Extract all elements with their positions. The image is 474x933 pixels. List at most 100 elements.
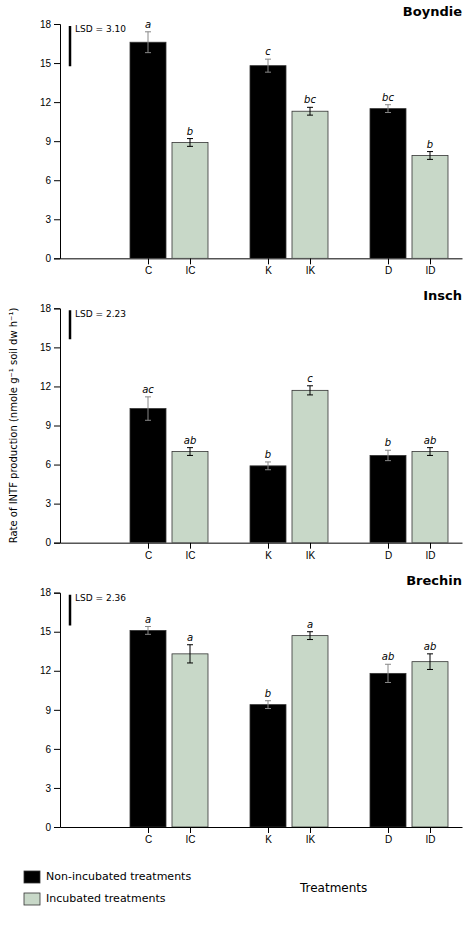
x-tick-mark (148, 827, 149, 833)
y-tick: 18 (40, 587, 60, 598)
bar (370, 673, 406, 827)
legend-swatch (24, 871, 40, 883)
x-tick-mark (310, 258, 311, 264)
x-tick-mark (268, 543, 269, 549)
legend: Non-incubated treatmentsIncubated treatm… (24, 870, 191, 905)
x-tick-label: D (385, 550, 392, 561)
y-tick-label: 0 (45, 822, 51, 833)
bar (172, 654, 208, 827)
y-tick: 18 (40, 303, 60, 314)
annotation: ac (142, 384, 154, 395)
x-tick: K (265, 543, 272, 561)
panel: 0369121518CICKIKDIDLSD = 2.36aabaababBre… (40, 573, 463, 845)
y-tick-mark (54, 258, 60, 259)
y-tick-label: 15 (40, 626, 52, 637)
bar (370, 109, 406, 259)
x-tick: IK (306, 258, 316, 276)
chart: 0369121518CICKIKDIDLSD = 3.10abcbcbcbBoy… (0, 0, 474, 933)
panel: 0369121518CICKIKDIDLSD = 3.10abcbcbcbBoy… (40, 4, 463, 276)
bar (292, 111, 328, 258)
bar (172, 452, 208, 543)
x-tick: ID (426, 258, 436, 276)
y-tick: 12 (40, 97, 60, 108)
y-tick-label: 6 (45, 459, 51, 470)
error-bar (187, 645, 193, 663)
x-tick-label: IK (306, 265, 316, 276)
y-tick-mark (54, 386, 60, 387)
annotation: c (265, 46, 271, 57)
annotation: a (307, 619, 313, 630)
y-tick: 9 (45, 136, 60, 147)
bar (130, 42, 166, 258)
error-bar (187, 448, 193, 456)
lsd-label: LSD = 3.10 (75, 24, 126, 34)
y-tick-label: 18 (40, 587, 52, 598)
y-tick-mark (54, 593, 60, 594)
error-bar (385, 664, 391, 682)
panel: 0369121518CICKIKDIDLSD = 2.23acabbcbabIn… (8, 288, 463, 560)
error-bar (265, 462, 271, 470)
bar (250, 705, 286, 827)
y-tick: 6 (45, 175, 60, 186)
annotation: ab (184, 435, 196, 446)
error-bar (265, 59, 271, 72)
y-tick-mark (54, 671, 60, 672)
error-bar (385, 450, 391, 460)
y-tick: 3 (45, 498, 60, 509)
y-tick: 15 (40, 626, 60, 637)
bar (412, 155, 448, 258)
annotation: b (265, 449, 271, 460)
y-tick-label: 9 (45, 420, 51, 431)
x-tick-mark (310, 543, 311, 549)
y-tick-mark (54, 102, 60, 103)
y-tick-label: 18 (40, 19, 52, 30)
error-bar (145, 397, 151, 420)
x-axis-line (61, 543, 463, 544)
bar (130, 409, 166, 543)
y-tick-label: 12 (40, 665, 52, 676)
legend-label: Non-incubated treatments (46, 870, 191, 883)
x-tick-label: D (385, 834, 392, 845)
x-tick-mark (148, 258, 149, 264)
y-tick: 0 (45, 253, 60, 264)
annotation: c (307, 373, 313, 384)
y-tick-mark (54, 426, 60, 427)
title: Boyndie (403, 4, 462, 19)
x-axis: CICKIKDID (61, 258, 463, 276)
x-tick-label: C (145, 265, 152, 276)
y-tick-label: 12 (40, 381, 52, 392)
x-tick: C (145, 258, 152, 276)
y-tick-label: 9 (45, 136, 51, 147)
y-tick-label: 15 (40, 342, 52, 353)
x-tick: C (145, 543, 152, 561)
x-tick: K (265, 258, 272, 276)
x-tick-label: IK (306, 550, 316, 561)
error-bar (265, 701, 271, 709)
y-tick-mark (54, 141, 60, 142)
x-tick: IC (186, 827, 196, 845)
x-axis-line (61, 258, 463, 259)
x-tick-label: K (265, 550, 272, 561)
x-tick: IK (306, 543, 316, 561)
y-tick-mark (54, 347, 60, 348)
y-axis: 0369121518 (40, 587, 61, 832)
y-tick: 15 (40, 58, 60, 69)
plot-area (70, 595, 448, 827)
x-tick-label: IK (306, 834, 316, 845)
error-bar (307, 107, 313, 115)
y-tick-label: 6 (45, 744, 51, 755)
x-tick-label: D (385, 265, 392, 276)
y-tick-label: 0 (45, 537, 51, 548)
y-tick: 18 (40, 19, 60, 30)
y-tick-mark (54, 180, 60, 181)
x-tick-mark (388, 543, 389, 549)
y-tick-mark (54, 543, 60, 544)
title: Insch (423, 288, 462, 303)
y-tick-mark (54, 63, 60, 64)
y-tick-mark (54, 308, 60, 309)
error-bar (307, 632, 313, 640)
y-axis-line (54, 309, 61, 543)
y-tick: 12 (40, 381, 60, 392)
y-tick-label: 18 (40, 303, 52, 314)
y-tick-mark (54, 632, 60, 633)
